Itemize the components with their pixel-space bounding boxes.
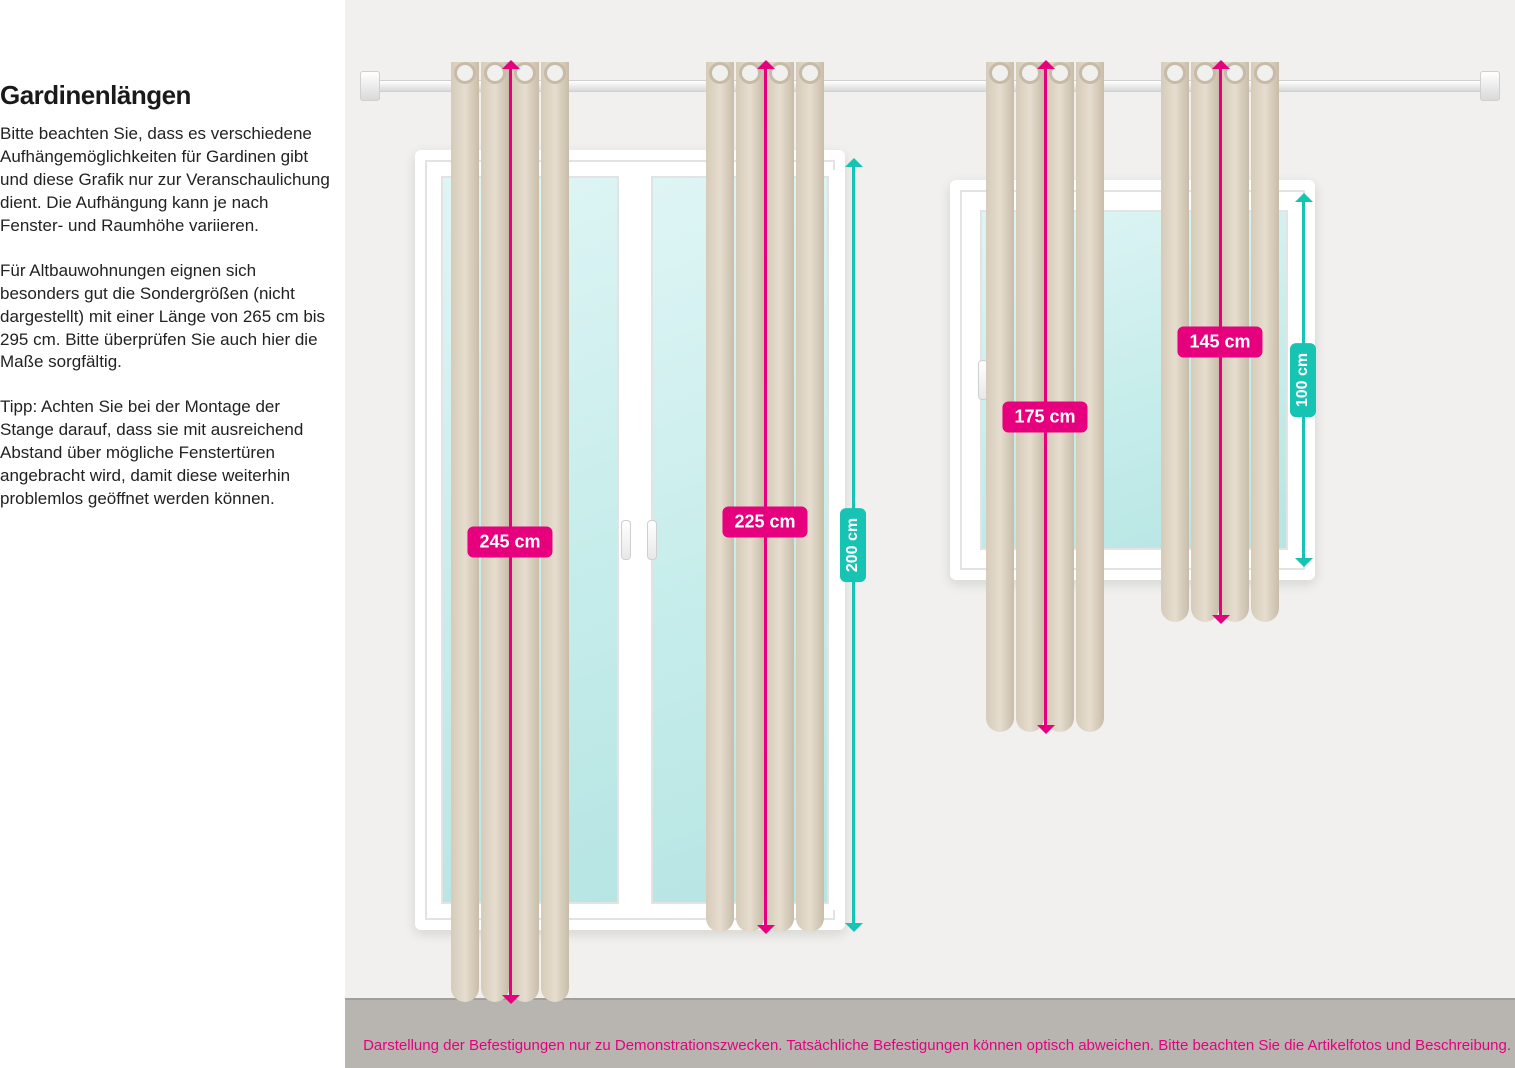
window-handle [647,520,657,560]
floor [345,998,1515,1068]
footnote: Darstellung der Befestigungen nur zu Dem… [345,1037,1511,1054]
curtain-length-badge: 245 cm [467,527,552,558]
window-handle [621,520,631,560]
paragraph: Bitte beachten Sie, dass es verschiedene… [0,123,335,238]
curtain-length-arrow [764,62,767,932]
curtain-length-badge: 145 cm [1177,327,1262,358]
curtain-length-badge: 175 cm [1002,402,1087,433]
page-title: Gardinenlängen [0,80,335,111]
text-column: Gardinenlängen Bitte beachten Sie, dass … [0,0,345,1068]
diagram-stage: 245 cm 225 cm 175 cm 145 cm 200 cm 100 cm [345,0,1515,1068]
curtain-length-badge: 225 cm [722,507,807,538]
main: Gardinenlängen Bitte beachten Sie, dass … [0,0,1515,1068]
window-height-badge: 200 cm [840,508,866,582]
window-height-badge: 100 cm [1290,343,1316,417]
paragraph: Für Altbauwohnungen eignen sich besonder… [0,260,335,375]
paragraph: Tipp: Achten Sie bei der Montage der Sta… [0,396,335,511]
curtain-length-arrow [1044,62,1047,732]
